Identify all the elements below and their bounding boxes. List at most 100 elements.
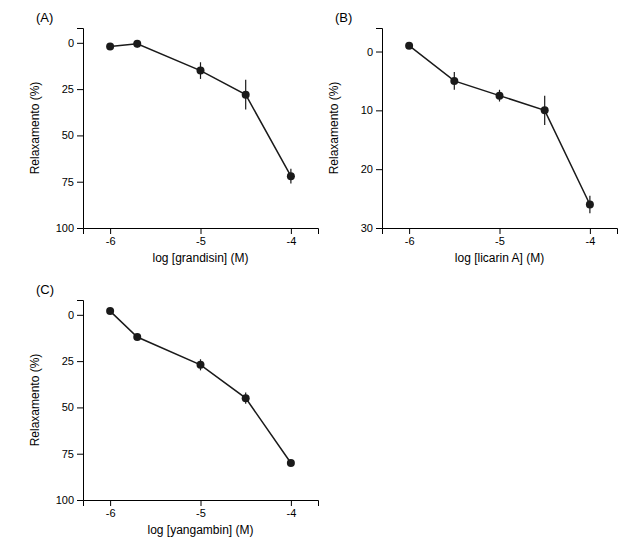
line — [409, 46, 590, 205]
y-axis-title: Relaxamento (%) — [28, 82, 42, 175]
tick-mark — [376, 52, 382, 53]
panel-label: (A) — [36, 10, 53, 25]
tick-label: 25 — [62, 83, 74, 95]
tick-mark — [77, 89, 83, 90]
point — [133, 40, 141, 48]
axis-line — [77, 301, 84, 501]
tick-label: -4 — [286, 235, 296, 247]
tick-label: -5 — [196, 235, 206, 247]
tick: 20 — [361, 163, 382, 175]
tick-label: 75 — [62, 448, 74, 460]
tick: 0 — [367, 46, 382, 58]
tick: 30 — [361, 222, 382, 234]
tick-label: -6 — [405, 235, 415, 247]
tick-mark — [201, 500, 202, 506]
tick: 10 — [361, 104, 382, 116]
point — [287, 172, 295, 180]
line — [110, 311, 291, 463]
point — [242, 91, 250, 99]
tick: 75 — [62, 448, 83, 460]
tick: -6 — [106, 228, 116, 247]
tick-mark — [77, 182, 83, 183]
tick-label: -5 — [196, 507, 206, 519]
panel: -6 -5 -4 0 25 50 75 100 (A) log [grandisin] (M) Re… — [28, 10, 319, 265]
tick-label: 50 — [62, 401, 74, 413]
panel-label: (C) — [36, 282, 54, 297]
tick-label: 0 — [367, 46, 373, 58]
tick-label: 30 — [361, 222, 373, 234]
axis-line — [77, 29, 84, 229]
panel: -6-5-40255075100(C)log [yangambin] (M)Re… — [28, 282, 319, 537]
point — [541, 106, 549, 114]
tick-mark — [110, 500, 111, 506]
tick: -4 — [286, 228, 296, 247]
tick-mark — [77, 407, 83, 408]
tick: 100 — [56, 222, 83, 234]
x-axis-title: log [licarin A] (M) — [455, 251, 544, 265]
tick: -6 — [405, 228, 415, 247]
y-axis: 0 10 20 30 — [361, 29, 383, 235]
plot-area — [106, 40, 295, 184]
tick-label: 0 — [68, 37, 74, 49]
x-axis-title: log [grandisin] (M) — [152, 251, 248, 265]
tick-label: -5 — [495, 235, 505, 247]
y-axis: 0255075100 — [56, 301, 84, 507]
tick-mark — [77, 135, 83, 136]
tick-mark — [291, 500, 292, 506]
tick: 0 — [68, 309, 83, 321]
tick-mark — [291, 228, 292, 234]
panel-label: (B) — [335, 10, 352, 25]
tick: -5 — [495, 228, 505, 247]
tick: 25 — [62, 83, 83, 95]
tick-mark — [376, 169, 382, 170]
x-axis: -6 -5 -4 — [383, 228, 618, 247]
tick: 50 — [62, 401, 83, 413]
tick-label: 50 — [62, 129, 74, 141]
point — [242, 394, 250, 402]
axis-line — [383, 229, 618, 235]
tick: -6 — [106, 500, 116, 519]
tick-label: 100 — [56, 222, 74, 234]
panel: -6 -5 -4 0 10 20 30 (B) log [licarin A] (M) Relax… — [327, 10, 618, 265]
tick-mark — [77, 361, 83, 362]
tick-label: -6 — [106, 507, 116, 519]
tick-mark — [110, 228, 111, 234]
point — [405, 42, 413, 50]
tick-label: 20 — [361, 163, 373, 175]
tick: -4 — [286, 500, 296, 519]
tick-label: -6 — [106, 235, 116, 247]
tick: -5 — [196, 500, 206, 519]
point — [287, 459, 295, 467]
tick: 0 — [68, 37, 83, 49]
axis-line — [376, 29, 383, 229]
tick-mark — [201, 228, 202, 234]
point — [197, 67, 205, 75]
point — [106, 307, 114, 315]
tick-label: 10 — [361, 104, 373, 116]
x-axis: -6 -5 -4 — [84, 228, 319, 247]
point — [197, 361, 205, 369]
tick-mark — [409, 228, 410, 234]
tick-label: 0 — [68, 309, 74, 321]
x-axis-title: log [yangambin] (M) — [147, 523, 253, 537]
point — [496, 92, 504, 100]
tick-mark — [77, 43, 83, 44]
tick-label: -4 — [585, 235, 595, 247]
y-axis-title: Relaxamento (%) — [327, 82, 341, 175]
tick: -5 — [196, 228, 206, 247]
tick-mark — [77, 454, 83, 455]
tick-mark — [376, 110, 382, 111]
axis-line — [84, 501, 319, 507]
point — [106, 43, 114, 51]
tick-label: 75 — [62, 176, 74, 188]
plot-area — [106, 307, 295, 467]
tick-mark — [500, 228, 501, 234]
tick: 100 — [56, 494, 83, 506]
point — [586, 200, 594, 208]
tick: 75 — [62, 176, 83, 188]
figure: -6-5-40255075100(A)log [grandisin] (M)Re… — [0, 0, 636, 553]
point — [133, 333, 141, 341]
tick-mark — [376, 228, 382, 229]
tick-label: -4 — [286, 507, 296, 519]
point — [450, 77, 458, 85]
